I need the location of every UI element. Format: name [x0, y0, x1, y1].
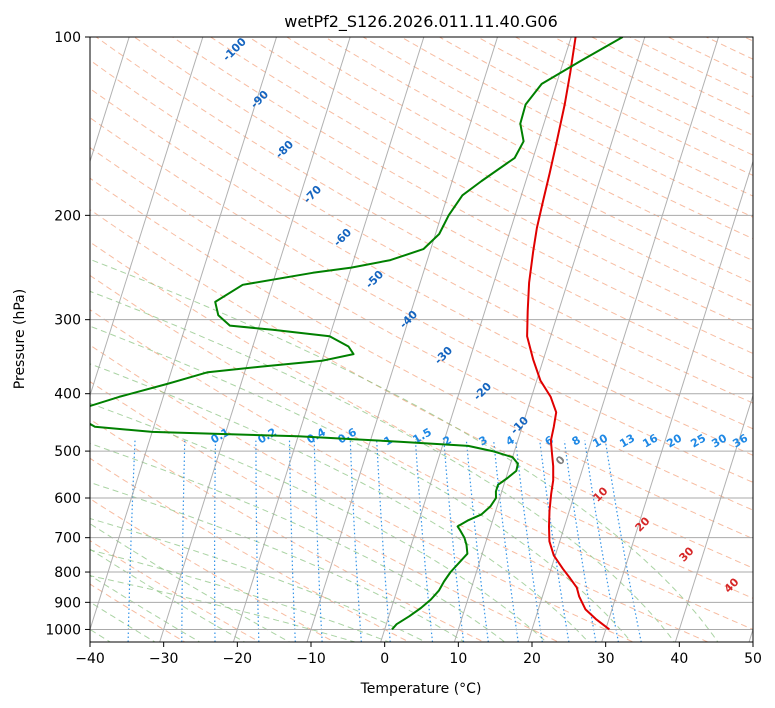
x-axis-title: Temperature (°C) — [360, 681, 482, 697]
isotherm-line — [453, 37, 646, 642]
x-tick-label: 0 — [380, 651, 389, 667]
plot-frame — [89, 36, 754, 643]
moist-adiabat-line — [90, 574, 201, 642]
moist-adiabat-line — [90, 363, 590, 642]
y-tick-label: 500 — [54, 444, 81, 460]
isotherm-line — [527, 37, 720, 642]
x-tick-label: −20 — [223, 651, 253, 667]
y-tick-label: 1000 — [45, 622, 81, 638]
isotherm-line — [306, 37, 499, 642]
x-tick-label: −30 — [149, 651, 179, 667]
mixing-ratio-line — [376, 440, 391, 642]
y-tick-label: 300 — [54, 313, 81, 329]
dry-adiabat-line — [90, 209, 753, 569]
x-tick-label: 30 — [597, 651, 615, 667]
isotherm-line — [380, 37, 572, 642]
y-tick-label: 200 — [54, 208, 81, 224]
isotherm-line — [90, 37, 278, 632]
y-tick-label: 100 — [54, 30, 81, 46]
dry-adiabat-line — [171, 37, 753, 354]
dry-adiabat-line — [90, 309, 710, 642]
moist-adiabat-line — [90, 258, 719, 642]
dry-adiabat-line — [90, 344, 635, 642]
x-tick-label: −40 — [75, 651, 105, 667]
y-tick-label: 600 — [54, 491, 81, 507]
moist-adiabat-line — [90, 601, 156, 642]
dry-adiabat-line — [90, 146, 753, 511]
mixing-ratio-line — [493, 440, 519, 642]
isotherm-line — [674, 393, 753, 642]
dry-adiabat-line — [209, 37, 753, 331]
isotherm-line — [159, 37, 351, 642]
moist-adiabat-line — [90, 549, 391, 642]
mixing-ratio-line — [288, 440, 296, 642]
x-tick-label: 10 — [449, 651, 467, 667]
isotherm-line — [90, 37, 204, 398]
mixing-ratio-line — [563, 440, 597, 642]
mixing-ratio-line — [313, 440, 323, 642]
moist-adiabat-line — [90, 548, 246, 642]
y-tick-label: 800 — [54, 565, 81, 581]
mixing-ratio-line — [127, 440, 136, 642]
profile-line — [90, 37, 624, 631]
x-tick-label: 40 — [670, 651, 688, 667]
y-tick-label: 400 — [54, 387, 81, 403]
isotherm-line — [601, 159, 753, 642]
mixing-ratio-line — [465, 440, 489, 642]
profile-line — [526, 37, 611, 631]
x-tick-label: −10 — [296, 651, 326, 667]
isobars — [90, 37, 753, 630]
chart-title: wetPf2_S126.2026.011.11.40.G06 — [284, 12, 558, 32]
dry-adiabat-line — [90, 241, 753, 599]
dry-adiabat-line — [90, 381, 560, 642]
mixing-ratio-line — [214, 440, 217, 642]
moist-adiabat-line — [90, 290, 676, 642]
isotherm-line — [232, 37, 425, 642]
isotherms — [90, 37, 753, 642]
dry-adiabat-line — [90, 177, 753, 540]
mixing-ratio-line — [255, 440, 260, 642]
dry-adiabat-line — [90, 457, 411, 642]
y-axis-title: Pressure (hPa) — [12, 289, 28, 389]
mixing-ratio-line — [539, 440, 570, 642]
dry-adiabat-line — [95, 37, 753, 404]
mixing-ratio-line — [515, 440, 543, 642]
x-axis: −40 −30 −20 −10 0 10 20 30 40 50 — [75, 642, 762, 667]
x-tick-label: 20 — [523, 651, 541, 667]
y-axis: 100 200 300 400 500 600 700 800 900 1000 — [45, 30, 90, 638]
isotherm-line — [90, 37, 130, 164]
y-tick-label: 700 — [54, 531, 81, 547]
mixing-ratio-line — [349, 440, 362, 642]
y-tick-label: 900 — [54, 595, 81, 611]
dry-adiabat-line — [90, 583, 186, 642]
dry-adiabat-line — [90, 117, 753, 483]
mixing-ratio-line — [443, 440, 465, 642]
moist-adiabat-line — [90, 443, 506, 642]
profiles — [90, 37, 624, 631]
x-tick-label: 50 — [744, 651, 762, 667]
moist-adiabat-line — [90, 481, 466, 642]
